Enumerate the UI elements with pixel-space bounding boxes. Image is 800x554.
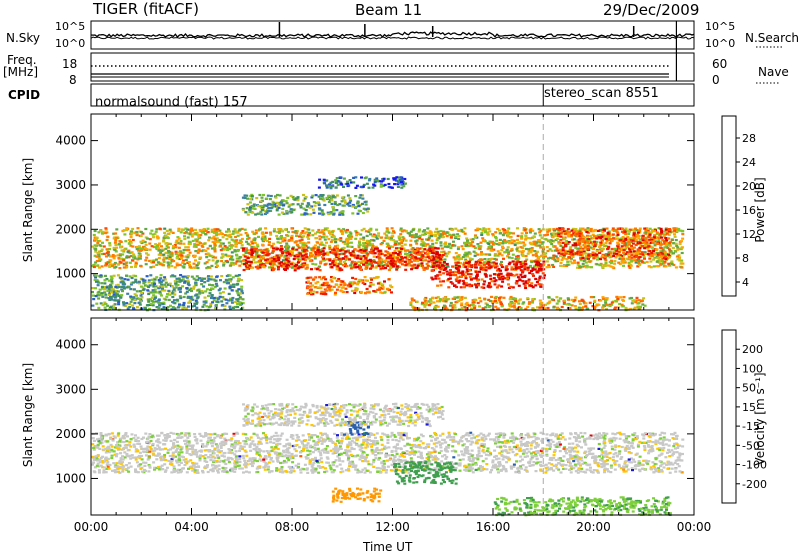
colorbar-frame — [721, 115, 737, 297]
x-tick-label: 04:00 — [174, 520, 209, 534]
nsky-label: N.Sky — [6, 31, 41, 45]
colorbar-tick-label: 20 — [742, 180, 756, 193]
freq-label: Freq. — [7, 53, 37, 67]
y-tick-label: 3000 — [55, 382, 86, 396]
colorbar-tick-label: 28 — [742, 132, 756, 145]
x-tick-label: 20:00 — [576, 520, 611, 534]
nave-tick-low: 0 — [712, 73, 720, 87]
noise-tick-left-low: 10^0 — [55, 37, 86, 50]
velocity-region-5 — [242, 402, 445, 428]
y-tick-label: 2000 — [55, 427, 86, 441]
colorbar-tick-label: -200 — [742, 478, 767, 491]
velocity-region-1 — [393, 460, 458, 485]
y-tick-label: 4000 — [55, 338, 86, 352]
colorbar-tick-label: -100 — [742, 459, 767, 472]
noise-tick-right-low: 10^0 — [705, 37, 736, 50]
velocity-colorbar-label: Velocity [m s⁻¹] — [753, 372, 767, 466]
date-label: 29/Dec/2009 — [603, 1, 700, 19]
y-tick-label: 1000 — [55, 267, 86, 281]
nsearch-line — [90, 36, 695, 40]
power-region-6 — [409, 295, 647, 312]
power-region-3 — [305, 275, 394, 296]
cpid-segment-stereo-scan: stereo_scan 8551 — [544, 86, 659, 101]
colorbar-tick-label: -50 — [742, 439, 760, 452]
colorbar-tick-label: 8 — [742, 252, 749, 265]
colorbar-tick-label: 200 — [742, 343, 763, 356]
cpid-panel-frame — [90, 83, 695, 107]
x-tick-label: 16:00 — [476, 520, 511, 534]
power-region-5 — [555, 227, 672, 261]
freq-panel-frame — [90, 52, 695, 82]
nsearch-label: N.Search — [745, 31, 800, 45]
freq-unit-label: [MHz] — [3, 65, 39, 79]
x-tick-label: 12:00 — [375, 520, 410, 534]
radar-title: TIGER (fitACF) — [93, 0, 200, 18]
velocity-region-0 — [91, 431, 685, 474]
colorbar-tick-label: 50 — [742, 382, 756, 395]
power-panel-ylabel: Slant Range [km] — [21, 157, 35, 263]
power-region-4 — [241, 193, 370, 216]
colorbar-tick-label: -15 — [742, 420, 760, 433]
beam-label: Beam 11 — [355, 1, 423, 19]
power-region-1 — [241, 247, 446, 272]
cpid-label: CPID — [8, 88, 41, 102]
colorbar-tick-label: 12 — [742, 228, 756, 241]
nave-label: Nave — [758, 65, 789, 79]
y-tick-label: 1000 — [55, 471, 86, 485]
velocity-region-2 — [331, 487, 383, 503]
colorbar-tick-label: 24 — [742, 156, 756, 169]
x-tick-label: 00:00 — [74, 520, 109, 534]
power-region-7 — [91, 274, 245, 312]
nsky-line — [90, 31, 695, 38]
cpid-segment-normalsound: normalsound (fast) 157 — [95, 95, 248, 110]
y-tick-label: 4000 — [55, 134, 86, 148]
colorbar-tick-label: 16 — [742, 204, 756, 217]
x-tick-label: 00:00 — [677, 520, 712, 534]
y-tick-label: 2000 — [55, 222, 86, 236]
y-tick-label: 3000 — [55, 178, 86, 192]
colorbar-tick-label: 15 — [742, 401, 756, 414]
power-region-8 — [317, 176, 407, 190]
velocity-panel-ylabel: Slant Range [km] — [21, 362, 35, 468]
noise-tick-right-high: 10^5 — [705, 20, 736, 33]
colorbar-tick-label: 100 — [742, 362, 763, 375]
freq-tick-low: 8 — [69, 73, 77, 87]
colorbar-tick-label: 4 — [742, 276, 749, 289]
power-colorbar-label: Power [dB] — [753, 177, 767, 243]
power-region-2 — [430, 260, 546, 290]
x-tick-label: 08:00 — [275, 520, 310, 534]
freq-tick-high: 18 — [62, 57, 78, 71]
colorbar-frame — [721, 329, 737, 504]
noise-tick-left-high: 10^5 — [55, 20, 86, 33]
nave-tick-high: 60 — [712, 57, 728, 71]
x-axis-label: Time UT — [363, 540, 413, 554]
